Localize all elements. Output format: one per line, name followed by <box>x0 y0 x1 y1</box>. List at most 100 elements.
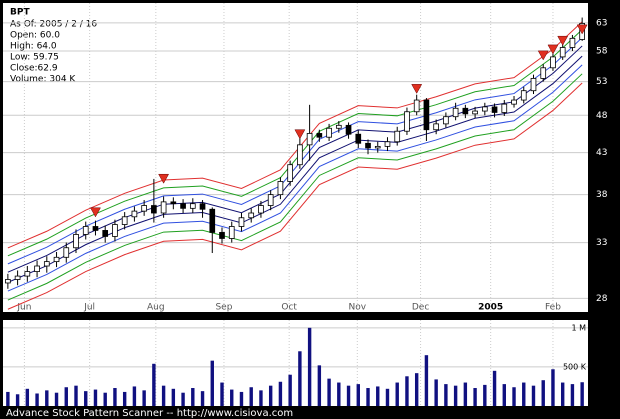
candle-body <box>550 56 556 69</box>
candle-body <box>569 37 576 48</box>
volume-bar <box>132 386 137 406</box>
candle-body <box>511 99 517 105</box>
candle-body <box>102 230 109 237</box>
volume-bar <box>15 394 20 406</box>
candle-body <box>160 201 167 214</box>
volume-bar <box>288 374 292 406</box>
volume-bar <box>473 388 477 406</box>
volume-bar <box>346 385 351 406</box>
volume-bar <box>239 391 244 406</box>
candle-body <box>384 141 391 147</box>
signal-marker <box>557 35 569 46</box>
volume-bar <box>531 385 536 406</box>
volume-bar <box>434 379 438 406</box>
x-tick-label: Jul <box>83 303 95 313</box>
candle-body <box>297 144 303 166</box>
volume-bar <box>54 392 59 406</box>
volume-bar <box>230 389 234 406</box>
x-tick-label: Feb <box>545 303 561 313</box>
volume-bar <box>74 385 78 406</box>
volume-bar <box>502 384 506 406</box>
volume-tick-label: 500 K <box>563 362 587 371</box>
candle-body <box>462 107 469 115</box>
signal-marker <box>411 84 423 94</box>
volume-bar <box>307 327 312 406</box>
y-tick-label: 63 <box>596 18 607 28</box>
candle-body <box>491 106 498 113</box>
signal-marker <box>158 173 170 184</box>
volume-bar <box>35 393 39 406</box>
volume-bar <box>64 387 68 406</box>
candle-body <box>219 232 225 239</box>
volume-bar <box>541 380 545 406</box>
volume-bar <box>6 391 10 406</box>
volume-bar <box>171 388 176 406</box>
footer: Advance Stock Pattern Scanner -- http://… <box>6 408 293 419</box>
volume-bar <box>376 386 380 406</box>
volume-bar <box>122 391 127 406</box>
candle-body <box>170 201 177 205</box>
symbol: BPT <box>10 8 30 18</box>
volume-bar <box>84 391 88 406</box>
volume-bar <box>93 389 98 406</box>
y-tick-label: 53 <box>596 77 607 87</box>
y-tick-label: 38 <box>596 190 608 200</box>
volume-bar <box>512 387 516 406</box>
volume-bar <box>580 382 584 406</box>
volume-bar <box>414 373 419 406</box>
volume-bar <box>444 384 448 406</box>
candle-body <box>199 203 206 210</box>
candle-body <box>228 226 235 239</box>
candle-body <box>82 226 89 235</box>
volume-bar <box>45 390 49 406</box>
volume-bar <box>259 390 263 406</box>
candle-body <box>365 142 371 149</box>
candle-body <box>53 256 60 263</box>
candle-body <box>73 234 79 249</box>
volume-bar <box>317 365 322 406</box>
candle-body <box>14 275 21 280</box>
volume-bar <box>463 382 468 406</box>
candle-body <box>326 127 332 138</box>
candle-body <box>189 203 196 209</box>
candle-body <box>530 78 537 92</box>
volume-bar <box>200 391 205 406</box>
volume-bar <box>356 384 360 406</box>
volume-bar <box>249 387 253 406</box>
envelope-band <box>7 82 583 310</box>
candle-body <box>131 210 138 218</box>
signal-marker <box>576 24 588 35</box>
volume-bar <box>424 355 429 406</box>
volume-bar <box>152 363 156 406</box>
volume-bar <box>268 385 273 406</box>
candle-body <box>423 99 430 131</box>
candle-body <box>180 203 186 209</box>
y-tick-label: 48 <box>596 111 608 121</box>
candle-body <box>92 226 99 231</box>
candle-body <box>34 265 40 272</box>
signal-marker <box>294 129 306 140</box>
x-tick-label: Dec <box>412 303 429 313</box>
candle-body <box>43 261 50 267</box>
candle-body <box>112 224 118 237</box>
volume-bar <box>453 385 458 406</box>
candle-body <box>433 123 439 131</box>
candle-body <box>452 107 459 118</box>
info-line: High: 64.0 <box>10 42 57 52</box>
candle-body <box>5 279 11 284</box>
volume-bar <box>560 382 565 406</box>
candle-body <box>238 217 245 227</box>
candle-body <box>287 164 293 182</box>
volume-bar <box>103 392 107 406</box>
candle-body <box>267 194 274 206</box>
volume-bar <box>395 382 399 406</box>
candle-body <box>540 67 547 79</box>
candle-body <box>209 208 216 233</box>
volume-bar <box>366 388 370 406</box>
candle-body <box>277 181 284 196</box>
info-line: Open: 60.0 <box>10 31 60 41</box>
candle-body <box>345 124 352 135</box>
volume-bar <box>492 370 497 406</box>
volume-bar <box>298 351 302 406</box>
signal-marker <box>537 50 549 61</box>
